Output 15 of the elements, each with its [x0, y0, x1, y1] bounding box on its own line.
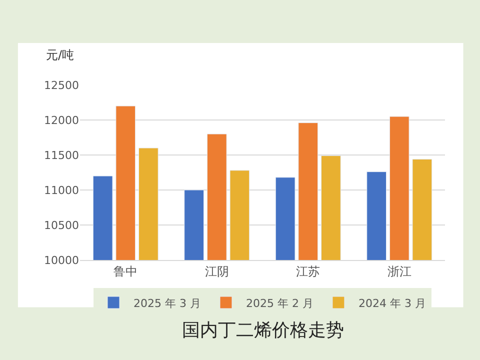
legend-label: 2024 年 3 月	[358, 296, 426, 310]
y-tick-label: 11000	[44, 184, 79, 197]
x-tick-label: 江阴	[204, 264, 229, 278]
y-tick-label: 10500	[44, 218, 79, 232]
legend-label: 2025 年 2 月	[246, 296, 314, 310]
text: 国内丁二烯价格走势	[182, 320, 344, 341]
x-tick-label: 浙江	[387, 264, 412, 278]
x-tick-label: 江苏	[296, 264, 320, 278]
legend-label: 2025 年 3 月	[134, 296, 201, 310]
y-tick-label: 12500	[44, 78, 79, 92]
y-tick-label: 10000	[44, 254, 79, 267]
y-tick-label: 12000	[44, 114, 79, 127]
x-tick-label: 鲁中	[114, 264, 138, 278]
y-axis-title: 元/吨	[46, 48, 74, 62]
y-tick-label: 11500	[44, 148, 79, 162]
